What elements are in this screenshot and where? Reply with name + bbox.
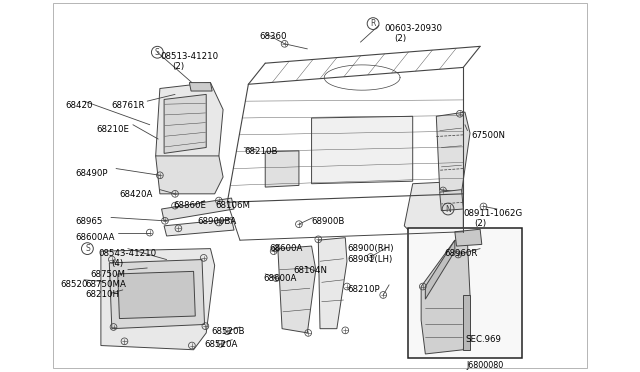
Text: 68420: 68420 — [65, 101, 93, 110]
Polygon shape — [318, 238, 347, 329]
Polygon shape — [440, 190, 463, 211]
Text: 68490P: 68490P — [76, 169, 108, 177]
Text: 00603-20930: 00603-20930 — [384, 23, 442, 33]
Text: (2): (2) — [474, 219, 486, 228]
Text: (2): (2) — [394, 34, 406, 43]
Polygon shape — [455, 229, 482, 246]
Text: (4): (4) — [111, 259, 123, 268]
Polygon shape — [404, 181, 463, 234]
Polygon shape — [164, 94, 206, 153]
Text: 68600A: 68600A — [269, 244, 303, 253]
Text: (2): (2) — [173, 62, 185, 71]
Text: 68761R: 68761R — [111, 101, 145, 110]
Text: S: S — [155, 48, 160, 57]
Polygon shape — [156, 156, 223, 194]
Text: N: N — [445, 205, 451, 214]
Text: SEC.969: SEC.969 — [465, 336, 501, 344]
Text: 68901(LH): 68901(LH) — [347, 254, 392, 263]
Text: 68210P: 68210P — [347, 285, 380, 294]
Text: 68520: 68520 — [60, 280, 88, 289]
Text: 68600A: 68600A — [264, 274, 297, 283]
Text: 68600AA: 68600AA — [76, 232, 115, 241]
Text: 68106M: 68106M — [216, 201, 250, 209]
Polygon shape — [426, 240, 455, 299]
Polygon shape — [101, 248, 214, 350]
Polygon shape — [189, 83, 212, 91]
Text: 68520A: 68520A — [205, 340, 238, 349]
Text: 68960R: 68960R — [445, 248, 478, 258]
Polygon shape — [265, 151, 299, 187]
Text: J6800080: J6800080 — [467, 361, 504, 370]
Text: 08543-41210: 08543-41210 — [99, 248, 157, 258]
Bar — [408, 228, 522, 358]
Text: 68900BA: 68900BA — [198, 217, 237, 227]
Text: 67500N: 67500N — [472, 131, 506, 140]
Text: 68750M: 68750M — [90, 270, 125, 279]
Text: 68104N: 68104N — [293, 266, 327, 275]
Text: 68210H: 68210H — [86, 290, 120, 299]
Polygon shape — [278, 246, 316, 333]
Text: 08513-41210: 08513-41210 — [160, 52, 218, 61]
Text: 68210B: 68210B — [244, 147, 278, 157]
Text: R: R — [371, 19, 376, 28]
Polygon shape — [463, 295, 470, 350]
Text: 68420A: 68420A — [120, 190, 153, 199]
Polygon shape — [164, 219, 234, 236]
Text: 68210E: 68210E — [97, 125, 130, 134]
Polygon shape — [109, 260, 205, 329]
Polygon shape — [118, 271, 195, 318]
Text: 68520B: 68520B — [211, 327, 244, 336]
Text: 68900B: 68900B — [312, 217, 345, 227]
Text: 08911-1062G: 08911-1062G — [463, 209, 522, 218]
Polygon shape — [156, 83, 223, 177]
Text: S: S — [85, 244, 90, 253]
Polygon shape — [421, 240, 470, 354]
Text: 68750MA: 68750MA — [86, 280, 127, 289]
Text: 68900(RH): 68900(RH) — [347, 244, 394, 253]
Polygon shape — [312, 116, 413, 184]
Text: 68360: 68360 — [259, 32, 287, 41]
Text: 68965: 68965 — [76, 217, 103, 227]
Text: 68860E: 68860E — [173, 201, 206, 209]
Polygon shape — [161, 198, 234, 221]
Polygon shape — [436, 112, 470, 192]
